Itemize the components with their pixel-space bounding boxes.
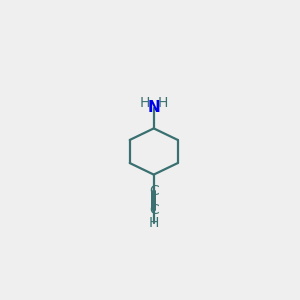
Text: C: C xyxy=(149,203,159,218)
Text: H: H xyxy=(148,216,159,230)
Text: C: C xyxy=(149,184,159,198)
Text: H: H xyxy=(157,97,168,110)
Text: N: N xyxy=(147,100,160,115)
Text: H: H xyxy=(140,97,150,110)
